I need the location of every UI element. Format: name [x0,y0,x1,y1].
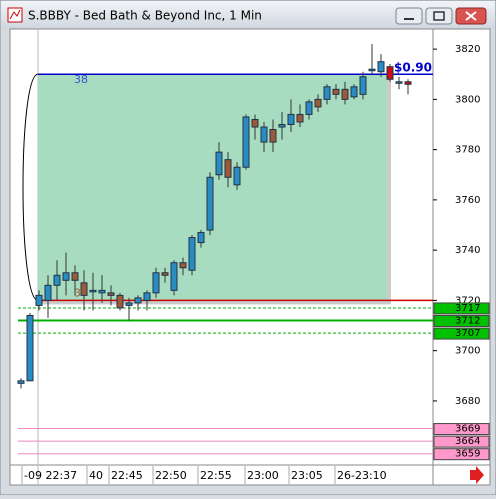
candle-body [278,123,286,128]
level-box [433,302,490,315]
close-button[interactable] [455,7,487,25]
level-label: 3712 [455,316,480,327]
candle-body [116,294,124,309]
candle-body [323,86,331,100]
candle-body [62,272,70,281]
candle-body [170,262,178,291]
candle-body [152,272,160,294]
y-tick-label: 3740 [455,245,480,256]
x-tick-label: 23:05 [291,469,323,482]
candle-body [386,66,394,80]
candle-body [179,262,187,269]
candle-body [395,81,403,84]
x-tick-label: -09 22:37 [24,469,77,482]
candle-body [134,297,142,304]
level-box [433,327,490,340]
candle-body [350,86,358,98]
x-tick-label: 22:55 [200,469,232,482]
candle-body [188,237,196,271]
level-label: 3707 [455,328,480,339]
window-title: S.BBBY - Bed Bath & Beyond Inc, 1 Min [28,9,262,23]
box-top-label: 38 [74,73,88,86]
level-box [433,315,490,328]
candle-body [206,176,214,231]
candle-body [251,118,259,128]
candle-body [44,284,52,301]
candle-body [233,166,241,186]
y-tick-label: 3780 [455,145,480,156]
candle-body [35,294,43,306]
target-label: $0.90 [394,61,432,75]
candle-body [71,272,79,281]
candle-body [26,314,34,382]
x-tick-label: 23:00 [247,469,279,482]
candle-body [404,81,412,85]
level-label: 3717 [455,303,480,314]
y-tick-label: 3800 [455,94,480,105]
candle-body [296,113,304,123]
candle-body [269,129,277,143]
candle-body [377,61,385,73]
candle-body [242,116,250,168]
candle-body [89,289,97,293]
app-icon-glyph [9,9,21,20]
level-label: 3659 [455,449,480,460]
x-tick-label: 40 [89,469,103,482]
trade-arc [22,73,39,301]
x-tick-label: 26-23:10 [337,469,387,482]
level-box [433,435,490,448]
candle-body [197,232,205,244]
candle-body [143,292,151,301]
level-label: 3669 [455,424,480,435]
level-box [433,448,490,461]
candle-body [161,272,169,276]
candle-body [98,289,106,294]
candle-body [17,380,25,384]
candle-body [260,126,268,143]
price-axis [432,28,491,466]
level-box [433,423,490,436]
y-tick-label: 3760 [455,195,480,206]
candle-body [53,274,61,286]
candle-body [314,98,322,108]
x-tick-label: 22:50 [155,469,187,482]
candle-body [305,101,313,115]
candle-body [107,292,115,296]
scroll-arrow[interactable] [470,466,484,484]
plot: 383736803700372037403760378038003820-09 … [17,44,490,484]
app-icon [7,7,23,23]
y-tick-label: 3820 [455,44,480,55]
candle-body [332,88,340,95]
y-tick-label: 3720 [455,295,480,306]
candle-body [215,151,223,176]
candle-body [224,159,232,178]
maximize-button[interactable] [425,7,453,25]
level-label: 3664 [455,436,480,447]
x-tick-label: 22:45 [111,469,143,482]
y-tick-label: 3680 [455,396,480,407]
candle-body [368,68,376,72]
y-tick-label: 3700 [455,346,480,357]
candle-body [341,88,349,100]
candle-body [80,282,88,296]
candle-body [359,76,367,95]
minimize-button[interactable] [395,7,423,25]
candle-body [287,113,295,125]
candle-body [125,302,133,306]
